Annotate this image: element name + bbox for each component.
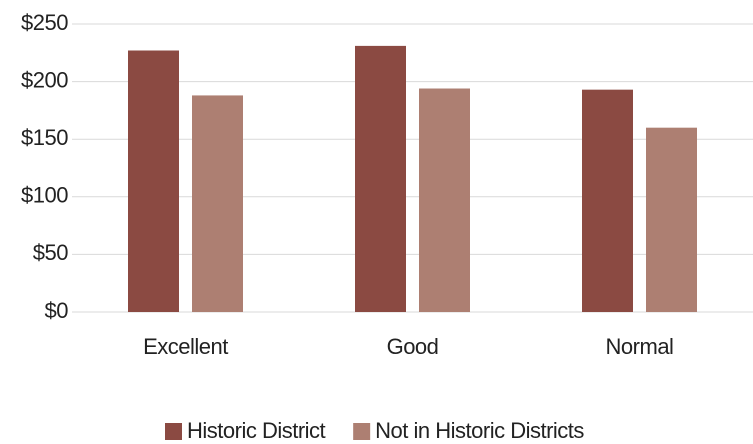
bar <box>646 127 697 313</box>
legend-swatch <box>353 423 371 440</box>
y-tick-label: $250 <box>21 10 68 35</box>
legend-swatch <box>165 423 182 440</box>
bar <box>355 45 406 312</box>
bar <box>128 50 179 312</box>
x-tick-label: Normal <box>606 334 674 359</box>
bar <box>582 89 633 312</box>
y-tick-label: $0 <box>45 298 69 323</box>
x-tick-label: Excellent <box>143 334 228 359</box>
y-tick-label: $100 <box>21 183 68 208</box>
x-tick-label: Good <box>387 334 439 359</box>
y-tick-label: $200 <box>21 67 68 92</box>
legend-label: Historic District <box>187 418 326 443</box>
bar <box>192 95 243 312</box>
legend-label: Not in Historic Districts <box>375 418 584 443</box>
y-tick-label: $150 <box>21 125 68 150</box>
bar <box>419 88 470 313</box>
y-tick-label: $50 <box>33 240 68 265</box>
